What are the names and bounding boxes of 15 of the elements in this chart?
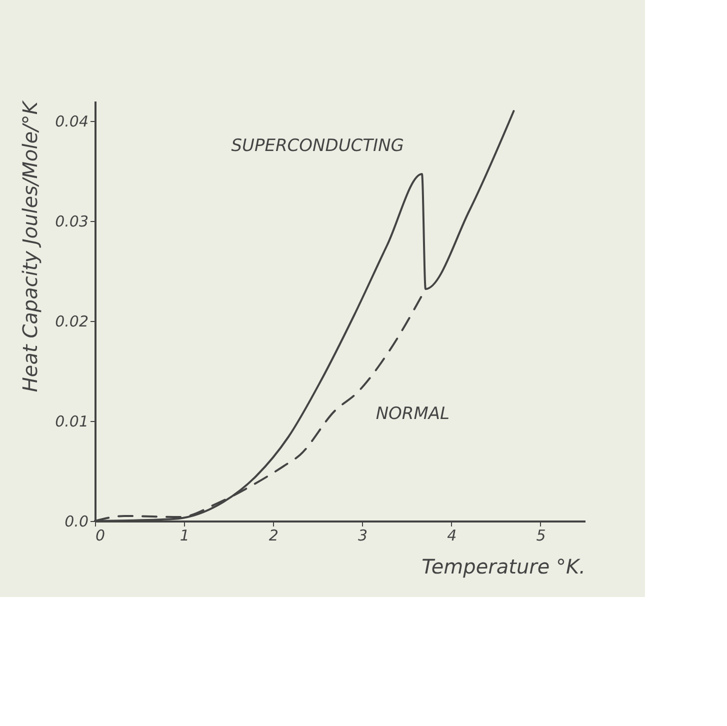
x-tick-label: 2	[268, 526, 278, 544]
x-tick-label: 5	[536, 526, 546, 544]
x-tick-label: 4	[447, 526, 457, 544]
y-tick-label: 0.01	[55, 412, 88, 430]
x-tick-label: 1	[180, 526, 190, 544]
y-tick-label: 0.04	[55, 112, 88, 130]
series-label: SUPERCONDUCTING	[231, 136, 404, 156]
x-tick-label: 3	[358, 526, 368, 544]
x-tick-label: 0	[96, 526, 106, 544]
y-tick-label: 0.02	[55, 312, 88, 330]
y-tick-label: 0.0	[64, 512, 88, 530]
y-axis-title: Heat Capacity Joules/Mole/°K	[18, 100, 42, 392]
x-axis-title: Temperature °K.	[422, 554, 586, 578]
y-tick-label: 0.03	[55, 212, 88, 230]
series-label: NORMAL	[376, 404, 450, 424]
